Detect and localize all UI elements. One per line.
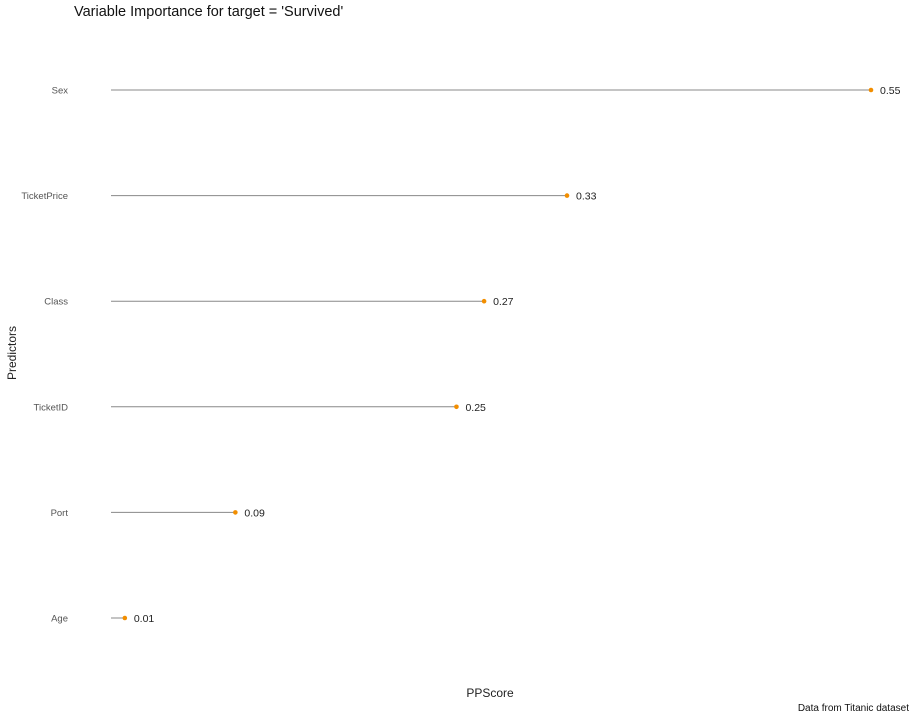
lollipop-point [868, 87, 874, 93]
lollipop-point [564, 193, 570, 198]
y-tick-label: Class [44, 297, 68, 308]
lollipop-point [122, 615, 128, 621]
data-label: 0.01 [134, 613, 155, 625]
chart-title: Variable Importance for target = 'Surviv… [74, 4, 344, 20]
data-label: 0.55 [880, 85, 901, 97]
data-label: 0.27 [493, 296, 514, 308]
lollipop-point [454, 404, 459, 410]
data-label: 0.09 [244, 507, 265, 519]
x-axis-title: PPScore [466, 686, 514, 700]
lollipop-point [481, 298, 487, 304]
plot-area: Sex 0.55 TicketPrice 0.33 Class 0.27 TicketID 0… [21, 85, 901, 625]
y-tick-label: Port [51, 508, 69, 519]
y-tick-label: TicketID [34, 402, 69, 413]
y-tick-label: TicketPrice [21, 191, 68, 202]
data-label: 0.33 [576, 191, 597, 203]
data-label: 0.25 [465, 402, 486, 414]
chart-caption: Data from Titanic dataset [797, 703, 909, 714]
y-tick-label: Age [51, 614, 68, 625]
lollipop-point [233, 510, 238, 515]
y-tick-label: Sex [52, 86, 69, 97]
